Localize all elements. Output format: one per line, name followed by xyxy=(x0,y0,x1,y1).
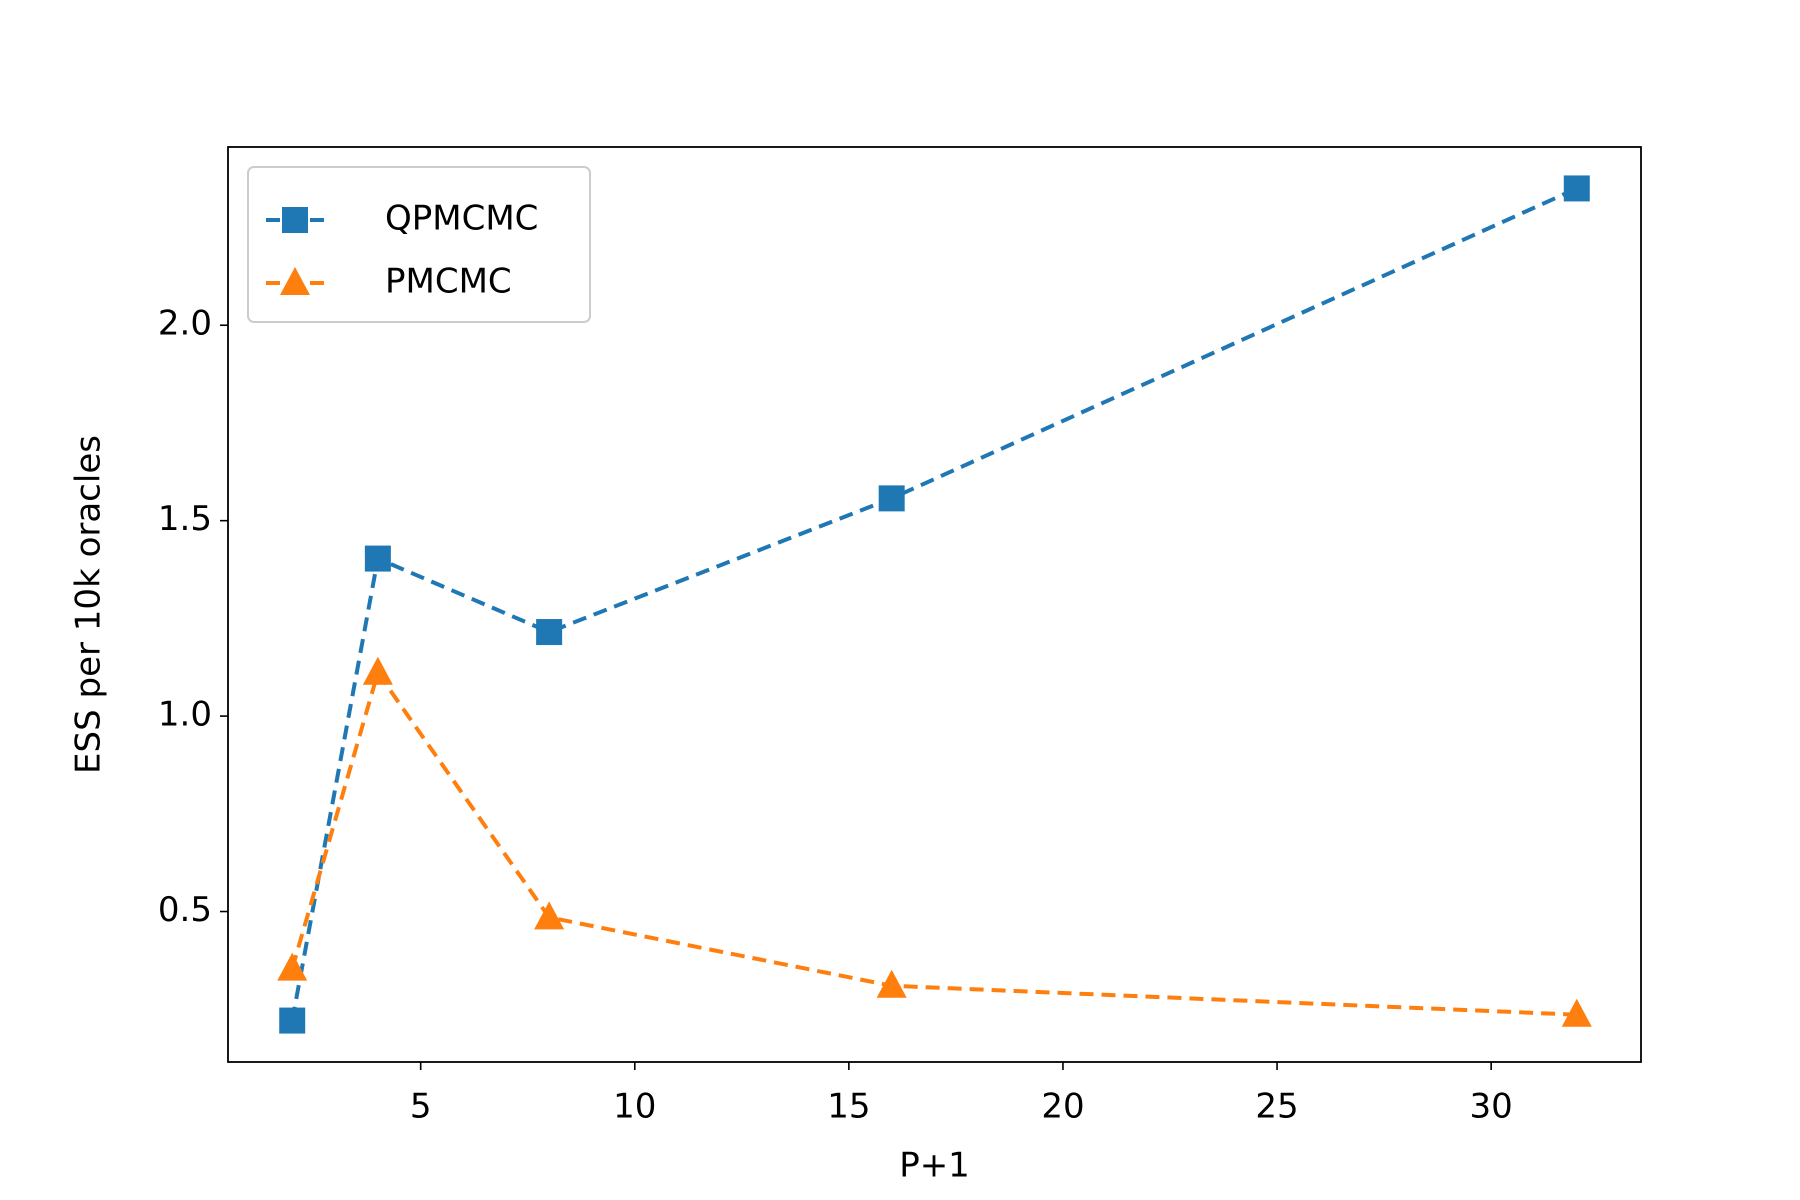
x-axis-label: P+1 xyxy=(899,1146,970,1186)
legend-box xyxy=(247,166,591,323)
marker xyxy=(534,901,565,930)
legend-label: QPMCMC xyxy=(385,199,538,239)
x-tick-label: 15 xyxy=(827,1087,870,1127)
x-tick-label: 5 xyxy=(410,1087,432,1127)
marker xyxy=(362,656,393,685)
marker xyxy=(1561,998,1592,1027)
x-tick-label: 20 xyxy=(1041,1087,1084,1127)
marker xyxy=(280,267,310,295)
marker xyxy=(1563,175,1590,202)
plot-frame xyxy=(227,146,1642,1063)
marker xyxy=(282,207,308,233)
marker xyxy=(878,485,905,512)
y-tick-label: 1.0 xyxy=(158,695,212,735)
marker xyxy=(876,969,907,998)
marker xyxy=(364,545,391,572)
x-tick-label: 25 xyxy=(1255,1087,1298,1127)
marker xyxy=(279,1007,306,1034)
y-tick-label: 0.5 xyxy=(158,890,212,930)
x-tick-label: 30 xyxy=(1470,1087,1513,1127)
y-axis-label: ESS per 10k oracles xyxy=(69,435,109,774)
marker xyxy=(277,952,308,981)
marker xyxy=(536,619,563,646)
x-tick-label: 10 xyxy=(613,1087,656,1127)
legend-label: PMCMC xyxy=(385,262,512,302)
y-tick-label: 2.0 xyxy=(158,304,212,344)
series-line xyxy=(290,186,1578,1021)
y-tick-label: 1.5 xyxy=(158,499,212,539)
